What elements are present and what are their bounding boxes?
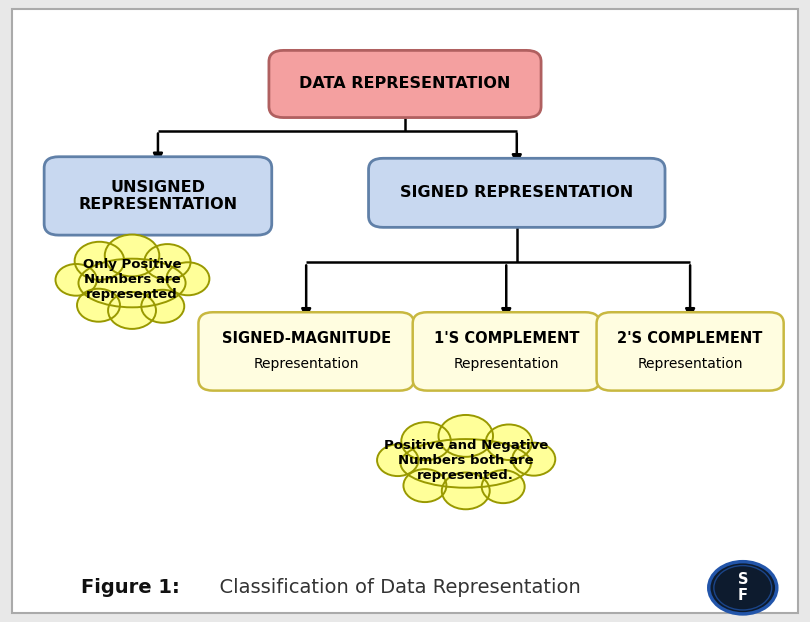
Ellipse shape xyxy=(512,443,556,476)
Ellipse shape xyxy=(400,439,531,488)
Text: SIGNED-MAGNITUDE: SIGNED-MAGNITUDE xyxy=(222,332,390,346)
Ellipse shape xyxy=(486,424,532,460)
Text: F: F xyxy=(738,588,748,603)
Text: Positive and Negative
Numbers both are
represented.: Positive and Negative Numbers both are r… xyxy=(384,439,548,482)
Ellipse shape xyxy=(75,242,124,280)
Circle shape xyxy=(709,562,777,614)
Text: Only Positive
Numbers are
represented: Only Positive Numbers are represented xyxy=(83,258,181,302)
Ellipse shape xyxy=(403,469,446,502)
Text: 2'S COMPLEMENT: 2'S COMPLEMENT xyxy=(617,332,763,346)
Text: DATA REPRESENTATION: DATA REPRESENTATION xyxy=(300,77,510,91)
Text: S: S xyxy=(738,572,748,587)
Ellipse shape xyxy=(144,244,190,280)
FancyBboxPatch shape xyxy=(44,157,271,235)
Text: SIGNED REPRESENTATION: SIGNED REPRESENTATION xyxy=(400,185,633,200)
Ellipse shape xyxy=(482,470,525,503)
Ellipse shape xyxy=(401,422,451,460)
FancyBboxPatch shape xyxy=(412,312,599,391)
Ellipse shape xyxy=(55,264,97,295)
FancyBboxPatch shape xyxy=(369,159,665,228)
Ellipse shape xyxy=(104,234,160,276)
FancyBboxPatch shape xyxy=(269,50,541,118)
Text: UNSIGNED
REPRESENTATION: UNSIGNED REPRESENTATION xyxy=(79,180,237,212)
FancyBboxPatch shape xyxy=(12,9,798,613)
Text: Representation: Representation xyxy=(454,357,559,371)
Text: 1'S COMPLEMENT: 1'S COMPLEMENT xyxy=(433,332,579,346)
Ellipse shape xyxy=(377,444,418,476)
Text: Representation: Representation xyxy=(637,357,743,371)
FancyBboxPatch shape xyxy=(198,312,414,391)
Ellipse shape xyxy=(108,292,156,329)
Text: Classification of Data Representation: Classification of Data Representation xyxy=(207,578,580,597)
Text: Figure 1:: Figure 1: xyxy=(81,578,180,597)
Text: Representation: Representation xyxy=(254,357,359,371)
FancyBboxPatch shape xyxy=(596,312,783,391)
Ellipse shape xyxy=(79,259,185,307)
Ellipse shape xyxy=(141,290,184,323)
Ellipse shape xyxy=(77,289,120,322)
Ellipse shape xyxy=(166,262,210,295)
Ellipse shape xyxy=(438,415,493,457)
Ellipse shape xyxy=(441,473,490,509)
